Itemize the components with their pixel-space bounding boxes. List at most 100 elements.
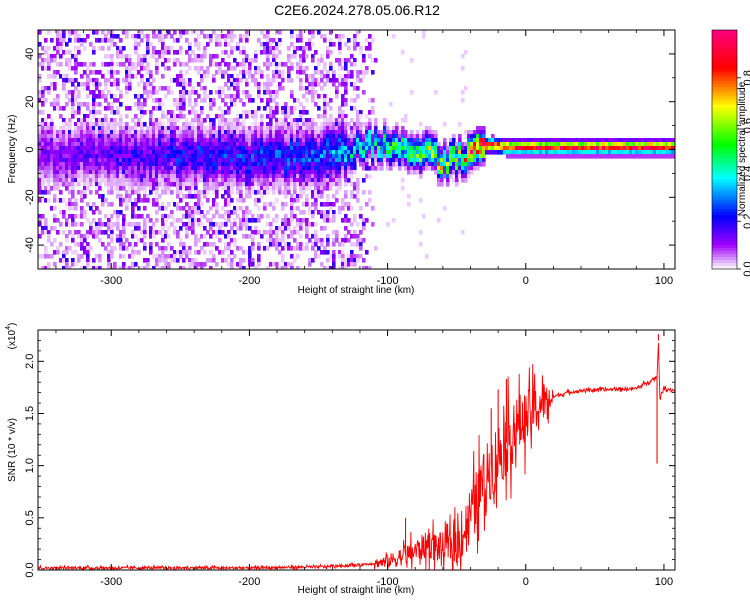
spectrogram-cell	[56, 62, 60, 67]
spectrogram-cell	[248, 154, 252, 159]
spectrogram-cell	[401, 158, 405, 163]
spectrogram-cell	[302, 202, 306, 207]
spectrogram-cell	[266, 162, 270, 167]
spectrogram-cell	[239, 130, 243, 135]
spectrogram-cell	[155, 182, 159, 187]
spectrogram-cell	[101, 90, 105, 95]
spectrogram-cell	[575, 138, 579, 143]
spectrogram-cell	[593, 154, 597, 159]
spectrogram-cell	[278, 266, 282, 269]
spectrogram-cell	[89, 78, 93, 83]
spectrogram-cell	[104, 126, 108, 131]
spectrogram-cell	[281, 218, 285, 223]
spectrogram-cell	[140, 174, 144, 179]
spectrogram-cell	[545, 150, 549, 155]
spectrogram-cell	[269, 42, 273, 47]
spectrogram-cell	[143, 134, 147, 139]
spectrogram-cell	[242, 174, 246, 179]
spectrogram-cell	[53, 126, 57, 131]
spectrogram-cell	[194, 150, 198, 155]
spectrogram-cell	[131, 146, 135, 151]
spectrogram-cell	[290, 134, 294, 139]
spectrogram-cell	[275, 174, 279, 179]
spectrogram-cell	[296, 182, 300, 187]
spectrogram-cell	[143, 190, 147, 195]
spectrogram-cell	[254, 122, 258, 127]
spectrogram-cell	[179, 186, 183, 191]
spectrogram-cell	[137, 182, 141, 187]
spectrogram-cell	[59, 182, 63, 187]
spectrogram-cell	[86, 174, 90, 179]
spectrogram-cell	[371, 134, 375, 139]
spectrogram-cell	[161, 174, 165, 179]
spectrogram-cell	[290, 234, 294, 239]
spectrogram-cell	[137, 238, 141, 243]
spectrogram-cell	[44, 198, 48, 203]
spectrogram-cell	[329, 114, 333, 119]
spectrogram-cell	[332, 122, 336, 127]
spectrogram-cell	[311, 138, 315, 143]
spectrogram-cell	[308, 162, 312, 167]
spectrogram-cell	[329, 266, 333, 269]
spectrogram-cell	[323, 162, 327, 167]
spectrogram-cell	[293, 170, 297, 175]
spectrogram-cell	[473, 146, 477, 151]
spectrogram-cell	[41, 142, 45, 147]
spectrogram-cell	[461, 98, 465, 103]
spectrogram-cell	[200, 146, 204, 151]
spectrogram-cell	[299, 158, 303, 163]
spectrogram-cell	[269, 262, 273, 267]
spectrogram-cell	[83, 170, 87, 175]
spectrogram-cell	[335, 130, 339, 135]
spectrogram-cell	[152, 106, 156, 111]
colorbar-step	[712, 263, 737, 267]
spectrogram-cell	[308, 30, 312, 35]
spectrogram-cell	[158, 182, 162, 187]
spectrogram-cell	[272, 150, 276, 155]
spectrogram-cell	[251, 166, 255, 171]
spectrogram-cell	[248, 138, 252, 143]
spectrogram-cell	[194, 250, 198, 255]
spectrogram-cell	[323, 214, 327, 219]
spectrogram-cell	[434, 142, 438, 147]
spectrogram-cell	[107, 62, 111, 67]
spectrogram-cell	[455, 142, 459, 147]
spectrogram-cell	[353, 122, 357, 127]
spectrogram-cell	[338, 126, 342, 131]
spectrogram-cell	[107, 190, 111, 195]
spectrogram-cell	[653, 138, 657, 143]
spectrogram-cell	[377, 134, 381, 139]
spectrogram-cell	[152, 178, 156, 183]
spectrogram-cell	[137, 214, 141, 219]
spectrogram-cell	[287, 142, 291, 147]
spectrogram-cell	[140, 134, 144, 139]
spectrogram-cell	[269, 222, 273, 227]
spectrogram-cell	[125, 162, 129, 167]
spectrogram-cell	[59, 170, 63, 175]
x-tick-label: 100	[655, 275, 673, 287]
spectrogram-cell	[41, 190, 45, 195]
spectrogram-cell	[143, 138, 147, 143]
spectrogram-cell	[305, 90, 309, 95]
spectrogram-cell	[230, 38, 234, 43]
spectrogram-cell	[41, 66, 45, 71]
spectrogram-cell	[284, 214, 288, 219]
spectrogram-cell	[197, 238, 201, 243]
spectrogram-cell	[341, 174, 345, 179]
spectrogram-cell	[95, 86, 99, 91]
spectrogram-cell	[167, 158, 171, 163]
spectrogram-cell	[527, 138, 531, 143]
spectrogram-cell	[80, 242, 84, 247]
spectrogram-cell	[125, 150, 129, 155]
spectrogram-cell	[167, 202, 171, 207]
spectrogram-cell	[251, 246, 255, 251]
spectrogram-cell	[227, 54, 231, 59]
spectrogram-cell	[83, 102, 87, 107]
spectrogram-cell	[215, 178, 219, 183]
spectrogram-cell	[464, 130, 468, 135]
spectrogram-cell	[359, 154, 363, 159]
spectrogram-cell	[443, 122, 447, 127]
spectrogram-cell	[53, 150, 57, 155]
spectrogram-cell	[353, 194, 357, 199]
spectrogram-cell	[50, 162, 54, 167]
